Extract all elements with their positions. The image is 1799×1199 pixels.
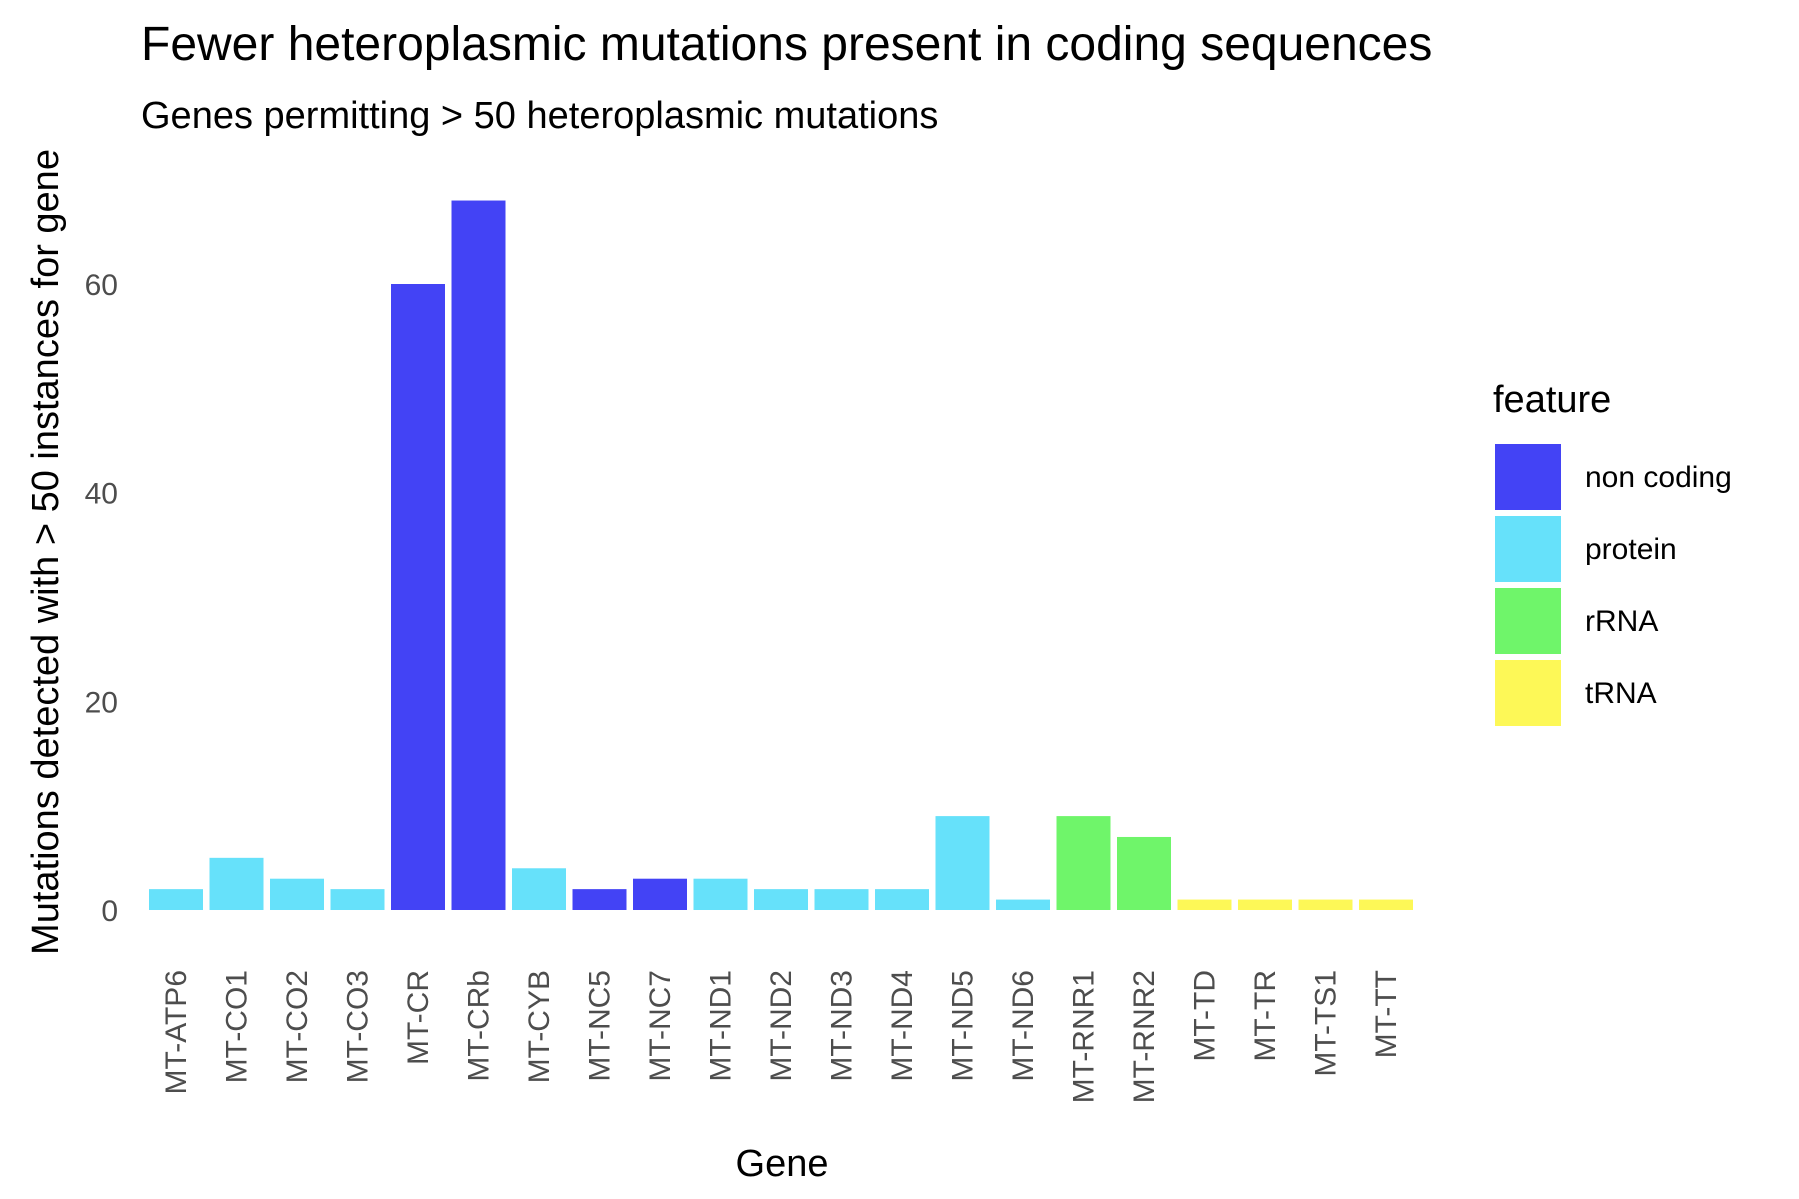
legend: feature non coding protein rRNA tRNA — [1493, 379, 1732, 726]
bar — [512, 868, 566, 910]
x-tick-label: MT-ND6 — [1007, 970, 1040, 1082]
y-tick-label: 60 — [85, 269, 118, 302]
bar — [1117, 836, 1171, 910]
bar — [633, 878, 687, 910]
x-tick-label: MT-TD — [1189, 970, 1222, 1062]
bar — [875, 889, 929, 910]
bar — [996, 899, 1050, 910]
x-tick-label: MT-CO2 — [281, 970, 314, 1083]
x-tick-label: MT-NC7 — [644, 970, 677, 1082]
bar — [209, 857, 264, 910]
x-tick-label: MT-ND4 — [886, 970, 919, 1082]
x-tick-label: MT-CR — [402, 970, 435, 1065]
x-tick-label: MT-CYB — [523, 970, 556, 1083]
y-tick-label: 0 — [101, 895, 118, 928]
y-tick-label: 20 — [85, 686, 118, 719]
legend-label: non coding — [1585, 461, 1732, 494]
legend-label: tRNA — [1585, 677, 1657, 710]
x-tick-label: MT-CRb — [463, 970, 496, 1082]
legend-label: rRNA — [1585, 605, 1658, 638]
bar — [935, 816, 990, 910]
x-tick-label: MT-CO3 — [342, 970, 375, 1083]
x-tick-label: MT-TT — [1370, 970, 1403, 1058]
bar — [270, 878, 324, 910]
bar — [1359, 899, 1413, 910]
y-tick-label: 40 — [85, 478, 118, 511]
bar — [693, 878, 748, 910]
x-tick-label: MT-ND2 — [765, 970, 798, 1082]
chart-subtitle: Genes permitting > 50 heteroplasmic muta… — [141, 95, 938, 137]
x-axis-title: Gene — [736, 1143, 829, 1185]
bar — [814, 889, 869, 910]
x-tick-label: MT-CO1 — [221, 970, 254, 1083]
plot-area: 0 20 40 60 MT-ATP6 MT-CO1 MT-CO2 MT-CO3 MT-CR MT-… — [85, 200, 1413, 1103]
x-tick-label: MT-ND1 — [705, 970, 738, 1082]
x-tick-label: MT-ND5 — [947, 970, 980, 1082]
x-tick-label: MT-NC5 — [584, 970, 617, 1082]
x-tick-label: MT-ATP6 — [160, 970, 193, 1094]
x-tick-label: MT-TR — [1249, 970, 1282, 1062]
x-tick-label: MT-RNR2 — [1128, 970, 1161, 1103]
bar — [754, 889, 808, 910]
x-tick-label: MT-TS1 — [1310, 970, 1343, 1077]
legend-key — [1495, 444, 1561, 510]
bar — [1056, 816, 1111, 910]
legend-label: protein — [1585, 533, 1677, 566]
legend-key — [1495, 660, 1561, 726]
legend-title: feature — [1493, 379, 1611, 421]
bar — [330, 889, 385, 910]
bar — [1238, 899, 1292, 910]
bar — [572, 889, 627, 910]
y-axis-title: Mutations detected with > 50 instances f… — [25, 149, 67, 955]
x-tick-label: MT-RNR1 — [1068, 970, 1101, 1103]
x-tick-label: MT-ND3 — [826, 970, 859, 1082]
legend-key — [1495, 516, 1561, 582]
bar — [1298, 899, 1353, 910]
bar — [391, 284, 445, 910]
bar — [451, 200, 506, 910]
legend-key — [1495, 588, 1561, 654]
chart-title: Fewer heteroplasmic mutations present in… — [141, 18, 1432, 71]
bar — [149, 889, 203, 910]
bar — [1177, 899, 1232, 910]
